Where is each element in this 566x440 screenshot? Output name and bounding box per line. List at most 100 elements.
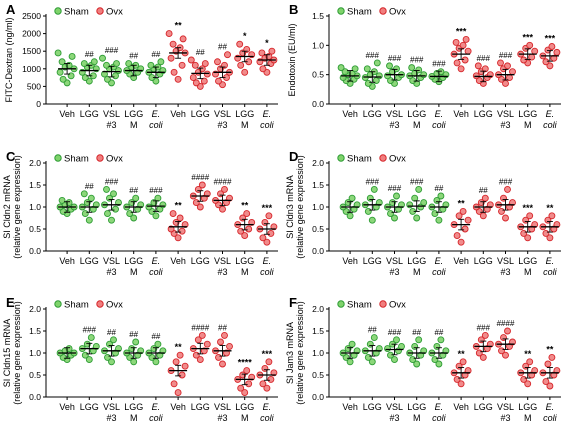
data-point — [263, 238, 271, 246]
x-category-label: E. — [263, 109, 272, 119]
significance-label: ### — [499, 51, 513, 60]
significance-label: #### — [214, 177, 232, 186]
data-point — [461, 225, 469, 233]
data-point — [265, 212, 273, 220]
data-point — [104, 75, 111, 83]
x-category-label: VSL — [214, 109, 231, 119]
data-point — [237, 61, 245, 69]
data-point — [196, 356, 204, 364]
sham-legend-label: Sham — [64, 300, 89, 311]
data-point — [237, 384, 245, 392]
sham-legend-label: Sham — [347, 7, 372, 18]
data-point — [268, 47, 276, 55]
ovx-legend-label: Ovx — [106, 154, 123, 165]
data-point — [509, 199, 516, 207]
data-point — [147, 61, 155, 69]
data-point — [553, 48, 561, 56]
panel-b: B Endotoxin (EU/ml) 0.0 0.5 1.0 1.5 Sham Ovx Veh… — [283, 0, 566, 146]
x-category-label: LGG — [235, 402, 254, 412]
data-point — [224, 51, 231, 59]
data-point — [459, 41, 467, 49]
data-point — [219, 360, 226, 368]
sham-legend-label: Sham — [347, 300, 372, 311]
data-point — [85, 216, 93, 224]
significance-label: ### — [410, 56, 424, 65]
x-category-label: LGG — [124, 402, 143, 412]
data-point — [108, 216, 115, 224]
ovx-legend-icon — [379, 154, 387, 162]
x-category-label: VSL — [497, 109, 514, 119]
data-point — [80, 190, 88, 198]
x-category-label: M — [130, 120, 138, 130]
x-category-label: VSL — [214, 402, 231, 412]
data-point — [259, 380, 267, 388]
y-tick-label: 1.0 — [29, 348, 41, 358]
data-point — [174, 75, 182, 83]
data-point — [353, 347, 361, 355]
significance-label: ### — [83, 326, 97, 335]
data-point — [542, 378, 550, 386]
sham-legend-label: Sham — [347, 154, 372, 165]
significance-label: ### — [105, 177, 119, 186]
data-point — [245, 225, 253, 233]
y-tick-label: 0.0 — [29, 392, 41, 402]
data-point — [368, 216, 376, 224]
data-point — [346, 358, 354, 366]
data-point — [435, 216, 443, 224]
y-tick-label: 1.5 — [312, 11, 324, 21]
data-point — [267, 375, 275, 383]
significance-label: ### — [410, 177, 424, 186]
significance-label: ### — [388, 328, 402, 337]
data-point — [137, 347, 145, 355]
panel-label: C — [6, 149, 16, 164]
x-category-label: coli — [260, 267, 275, 277]
data-point — [145, 203, 153, 211]
panel-label: D — [289, 149, 298, 164]
x-category-label: M — [413, 413, 421, 423]
data-point — [531, 221, 539, 229]
data-point — [351, 65, 359, 73]
significance-label: #### — [497, 319, 515, 328]
data-point — [363, 65, 371, 73]
x-category-label: VSL — [386, 402, 403, 412]
x-category-label: #3 — [217, 120, 227, 130]
data-point — [54, 49, 62, 57]
data-point — [406, 201, 414, 209]
data-point — [393, 65, 400, 73]
data-point — [341, 68, 349, 76]
data-point — [531, 367, 539, 375]
significance-label: ### — [477, 323, 491, 332]
data-point — [408, 64, 416, 72]
data-point — [159, 347, 167, 355]
significance-label: ## — [129, 52, 138, 61]
y-tick-label: 0.0 — [29, 246, 41, 256]
y-tick-label: 1.0 — [312, 202, 324, 212]
x-category-label: LGG — [235, 256, 254, 266]
y-tick-label: 1.5 — [29, 326, 41, 336]
data-point — [170, 380, 178, 388]
data-point — [387, 210, 394, 218]
data-point — [524, 234, 532, 242]
x-category-label: Veh — [170, 402, 186, 412]
data-point — [259, 65, 267, 73]
data-point — [544, 360, 552, 368]
legend: Sham Ovx — [54, 154, 123, 165]
significance-label: ** — [546, 203, 554, 213]
significance-label: ## — [151, 50, 160, 59]
data-point — [128, 345, 136, 353]
y-tick-label: 2.0 — [29, 158, 41, 168]
significance-label: ### — [499, 177, 513, 186]
significance-label: *** — [262, 349, 273, 359]
y-tick-label: 1000 — [22, 64, 41, 74]
x-category-label: coli — [543, 267, 558, 277]
chart-svg: C SI Cldn2 mRNA (relative gene expression)… — [2, 149, 278, 277]
data-point — [110, 190, 117, 198]
data-point — [81, 351, 89, 359]
x-category-label: #3 — [500, 267, 510, 277]
significance-label: ## — [129, 330, 138, 339]
data-point — [219, 205, 226, 213]
significance-label: ** — [175, 342, 183, 352]
x-category-label: LGG — [407, 402, 426, 412]
data-point — [462, 36, 470, 43]
data-point — [459, 358, 467, 366]
